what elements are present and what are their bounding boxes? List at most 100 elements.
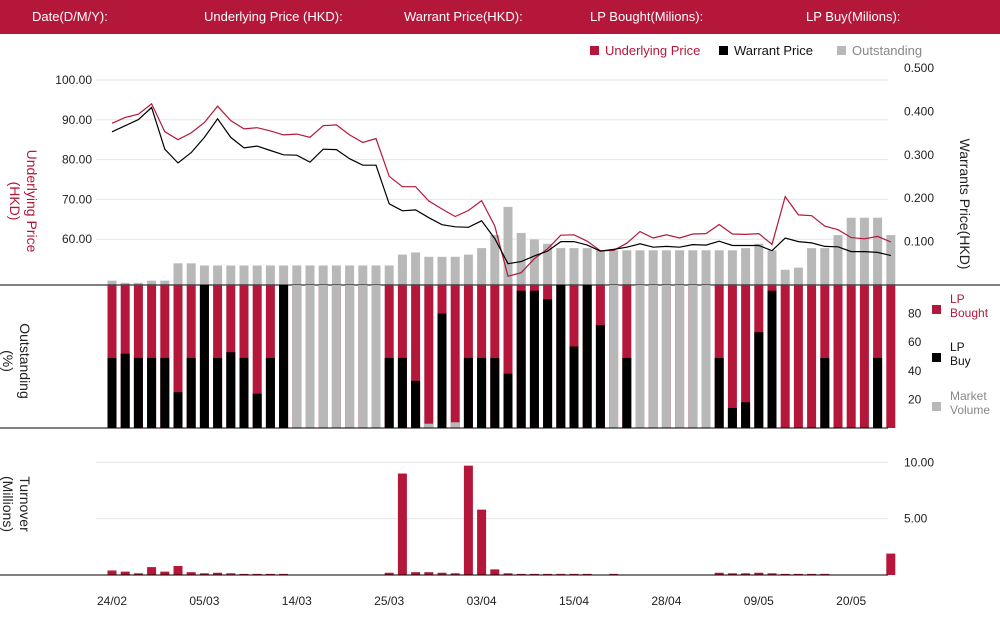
lp-bought-bar [820,285,830,428]
mid-legend-label-line2: Bought [950,306,989,320]
lp-bought-bar [780,285,790,428]
turnover-y-tick-label: 10.00 [904,455,934,469]
outstanding-bar [265,265,275,285]
lp-bought-bar [411,285,421,428]
turnover-bar [820,573,830,575]
turnover-bar [807,573,817,575]
turnover-bar [186,572,196,575]
outstanding-bar [635,250,645,285]
outstanding-bar [199,265,209,285]
lp-bought-bar [173,285,183,428]
lp-bought-bar [265,285,275,428]
turnover-bar [120,571,130,575]
header-underlying-price-label: Underlying Price (HKD): [204,9,343,24]
lp-buy-bar [199,285,209,428]
outstanding-y-tick-label: 40 [908,364,922,378]
outstanding-bar [741,248,751,285]
mid-legend-swatch [932,353,941,362]
outstanding-bar [160,280,170,285]
lp-buy-bar [727,407,737,428]
lp-bought-bar [873,285,883,428]
mid-legend-label-line1: Market [950,389,987,403]
lp-bought-bar [833,285,843,428]
outstanding-bar [820,248,830,285]
outstanding-bar [279,265,289,285]
warrant-axis-title: Warrants Price(HKD) [957,139,973,270]
outstanding-bar [490,235,500,285]
lp-bought-bar [846,285,856,428]
turnover-bar [714,572,724,575]
outstanding-axis-title-line1: Outstanding [17,323,33,399]
market-volume-bar [305,285,315,428]
market-volume-bar [701,285,711,428]
outstanding-bar [384,265,394,285]
market-volume-bar [345,285,355,428]
legend-label: Underlying Price [605,43,700,58]
outstanding-bar [450,256,460,285]
x-tick-label: 14/03 [282,594,312,608]
lp-bought-bar [160,285,170,428]
outstanding-bar [503,206,513,285]
outstanding-y-tick-label: 20 [908,392,922,406]
lp-buy-bar [595,325,605,428]
lp-bought-bar [252,285,262,428]
lp-buy-bar [437,313,447,428]
market-volume-bar [358,285,368,428]
mid-legend-label-line1: LP [950,292,965,306]
outstanding-bar [147,280,157,285]
header-lp-buy-label: LP Buy(Milions): [806,9,901,24]
lp-bought-bar [133,285,143,428]
x-tick-label: 09/05 [744,594,774,608]
turnover-bar [226,573,236,575]
outstanding-bar [727,250,737,285]
turnover-bar [265,573,275,575]
market-volume-bar [661,285,671,428]
underlying-axis-title-line1: Underlying Price [24,150,40,253]
lp-bought-bar [886,285,896,428]
turnover-bar [556,573,566,575]
mid-legend-swatch [932,305,941,314]
turnover-bar [279,573,289,575]
turnover-bar [727,573,737,575]
turnover-bar [516,573,526,575]
market-volume-bar [371,285,381,428]
turnover-bar [384,572,394,575]
lp-bought-bar [477,285,487,428]
outstanding-bar [331,265,341,285]
outstanding-bar [186,263,196,285]
lp-buy-bar [873,357,883,428]
lp-buy-bar [120,353,130,428]
outstanding-y-tick-label: 80 [908,307,922,321]
outstanding-bar [133,282,143,285]
outstanding-bar [582,248,592,285]
outstanding-bar [239,265,249,285]
turnover-bar [437,572,447,575]
price-y-tick-label: 100.00 [55,73,92,87]
market-volume-bar [424,423,434,428]
outstanding-bar [516,232,526,285]
lp-buy-bar [173,392,183,428]
lp-bought-bar [450,285,460,428]
lp-buy-bar [477,357,487,428]
outstanding-y-tick-label: 60 [908,335,922,349]
lp-buy-bar [384,357,394,428]
lp-bought-bar [239,285,249,428]
header-warrant-price-label: Warrant Price(HKD): [404,9,523,24]
turnover-bar [463,465,473,575]
market-volume-bar [648,285,658,428]
mid-legend-label-line2: Buy [950,354,971,368]
x-tick-label: 03/04 [467,594,497,608]
lp-bought-bar [186,285,196,428]
lp-buy-bar [714,357,724,428]
turnover-bar [133,573,143,575]
lp-buy-bar [543,299,553,428]
outstanding-bar [754,243,764,285]
mid-legend-label-line1: LP [950,340,965,354]
turnover-bar [160,571,170,575]
turnover-bar [199,573,209,575]
turnover-bar [411,572,421,575]
turnover-bar [767,573,777,575]
lp-buy-bar [463,357,473,428]
lp-buy-bar [279,285,289,428]
outstanding-bar [833,235,843,285]
